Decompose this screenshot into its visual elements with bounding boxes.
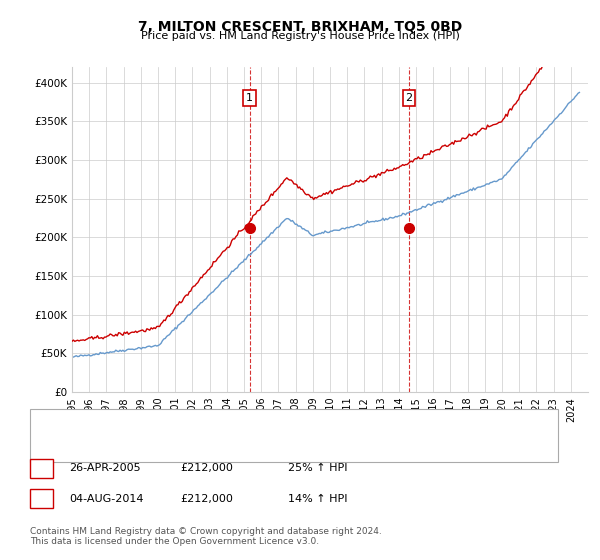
Text: £212,000: £212,000 bbox=[180, 494, 233, 504]
Text: 1: 1 bbox=[38, 463, 45, 473]
Text: —: — bbox=[42, 441, 57, 456]
Text: 2: 2 bbox=[406, 93, 413, 103]
Text: £212,000: £212,000 bbox=[180, 463, 233, 473]
Text: Contains HM Land Registry data © Crown copyright and database right 2024.
This d: Contains HM Land Registry data © Crown c… bbox=[30, 526, 382, 546]
Text: 14% ↑ HPI: 14% ↑ HPI bbox=[288, 494, 347, 504]
Text: 1: 1 bbox=[246, 93, 253, 103]
Text: 7, MILTON CRESCENT, BRIXHAM, TQ5 0BD: 7, MILTON CRESCENT, BRIXHAM, TQ5 0BD bbox=[138, 20, 462, 34]
Text: 25% ↑ HPI: 25% ↑ HPI bbox=[288, 463, 347, 473]
Text: HPI: Average price, semi-detached house, Torbay: HPI: Average price, semi-detached house,… bbox=[63, 444, 303, 454]
Text: 7, MILTON CRESCENT, BRIXHAM, TQ5 0BD (semi-detached house): 7, MILTON CRESCENT, BRIXHAM, TQ5 0BD (se… bbox=[63, 417, 385, 427]
Text: —: — bbox=[42, 414, 57, 430]
Text: 2: 2 bbox=[38, 494, 45, 504]
Text: 26-APR-2005: 26-APR-2005 bbox=[69, 463, 140, 473]
Text: 04-AUG-2014: 04-AUG-2014 bbox=[69, 494, 143, 504]
Text: Price paid vs. HM Land Registry's House Price Index (HPI): Price paid vs. HM Land Registry's House … bbox=[140, 31, 460, 41]
